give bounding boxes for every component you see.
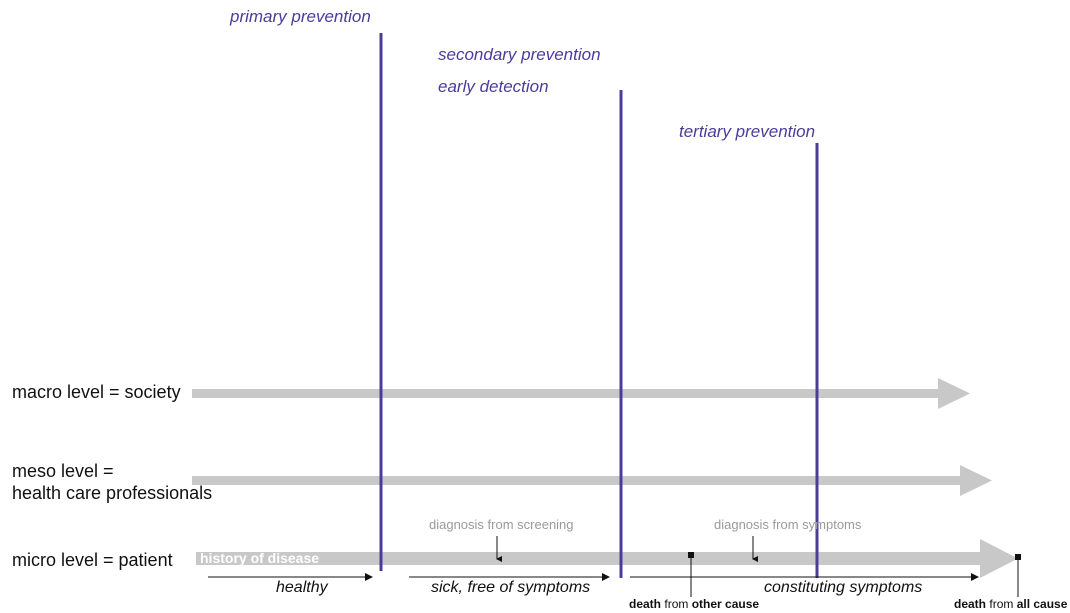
diagnosis-screening-label: diagnosis from screening (429, 517, 574, 532)
meso-level-label-line2: health care professionals (12, 483, 213, 503)
micro-level-label: micro level = patient (12, 550, 173, 570)
macro-level-arrow (192, 378, 970, 409)
death-other-cause-label: death from other cause (629, 597, 759, 611)
death-all-cause-marker (1015, 554, 1021, 597)
death-all-cause: all cause (1016, 597, 1068, 611)
constituting-symptoms-label: constituting symptoms (764, 579, 923, 596)
death-all-word: death (954, 597, 987, 611)
history-of-disease-label: history of disease (200, 550, 320, 566)
meso-level-arrow (192, 465, 992, 496)
death-other-word: death (629, 597, 662, 611)
diagnosis-symptoms-label: diagnosis from symptoms (714, 517, 862, 532)
death-all-from: from (989, 597, 1014, 611)
death-other-cause-marker (688, 552, 694, 597)
death-all-cause-label: death from all cause (954, 597, 1067, 611)
secondary-prevention-label: secondary prevention (438, 45, 601, 64)
death-other-from: from (664, 597, 689, 611)
death-other-cause: other cause (691, 597, 760, 611)
early-detection-label: early detection (438, 77, 549, 96)
sick-free-label: sick, free of symptoms (431, 579, 591, 596)
micro-level-arrow (196, 539, 1018, 578)
meso-level-label-line1: meso level = (12, 461, 114, 481)
macro-level-label: macro level = society (12, 382, 181, 402)
healthy-label: healthy (276, 579, 328, 596)
tertiary-prevention-label: tertiary prevention (679, 122, 816, 141)
primary-prevention-label: primary prevention (230, 7, 371, 26)
